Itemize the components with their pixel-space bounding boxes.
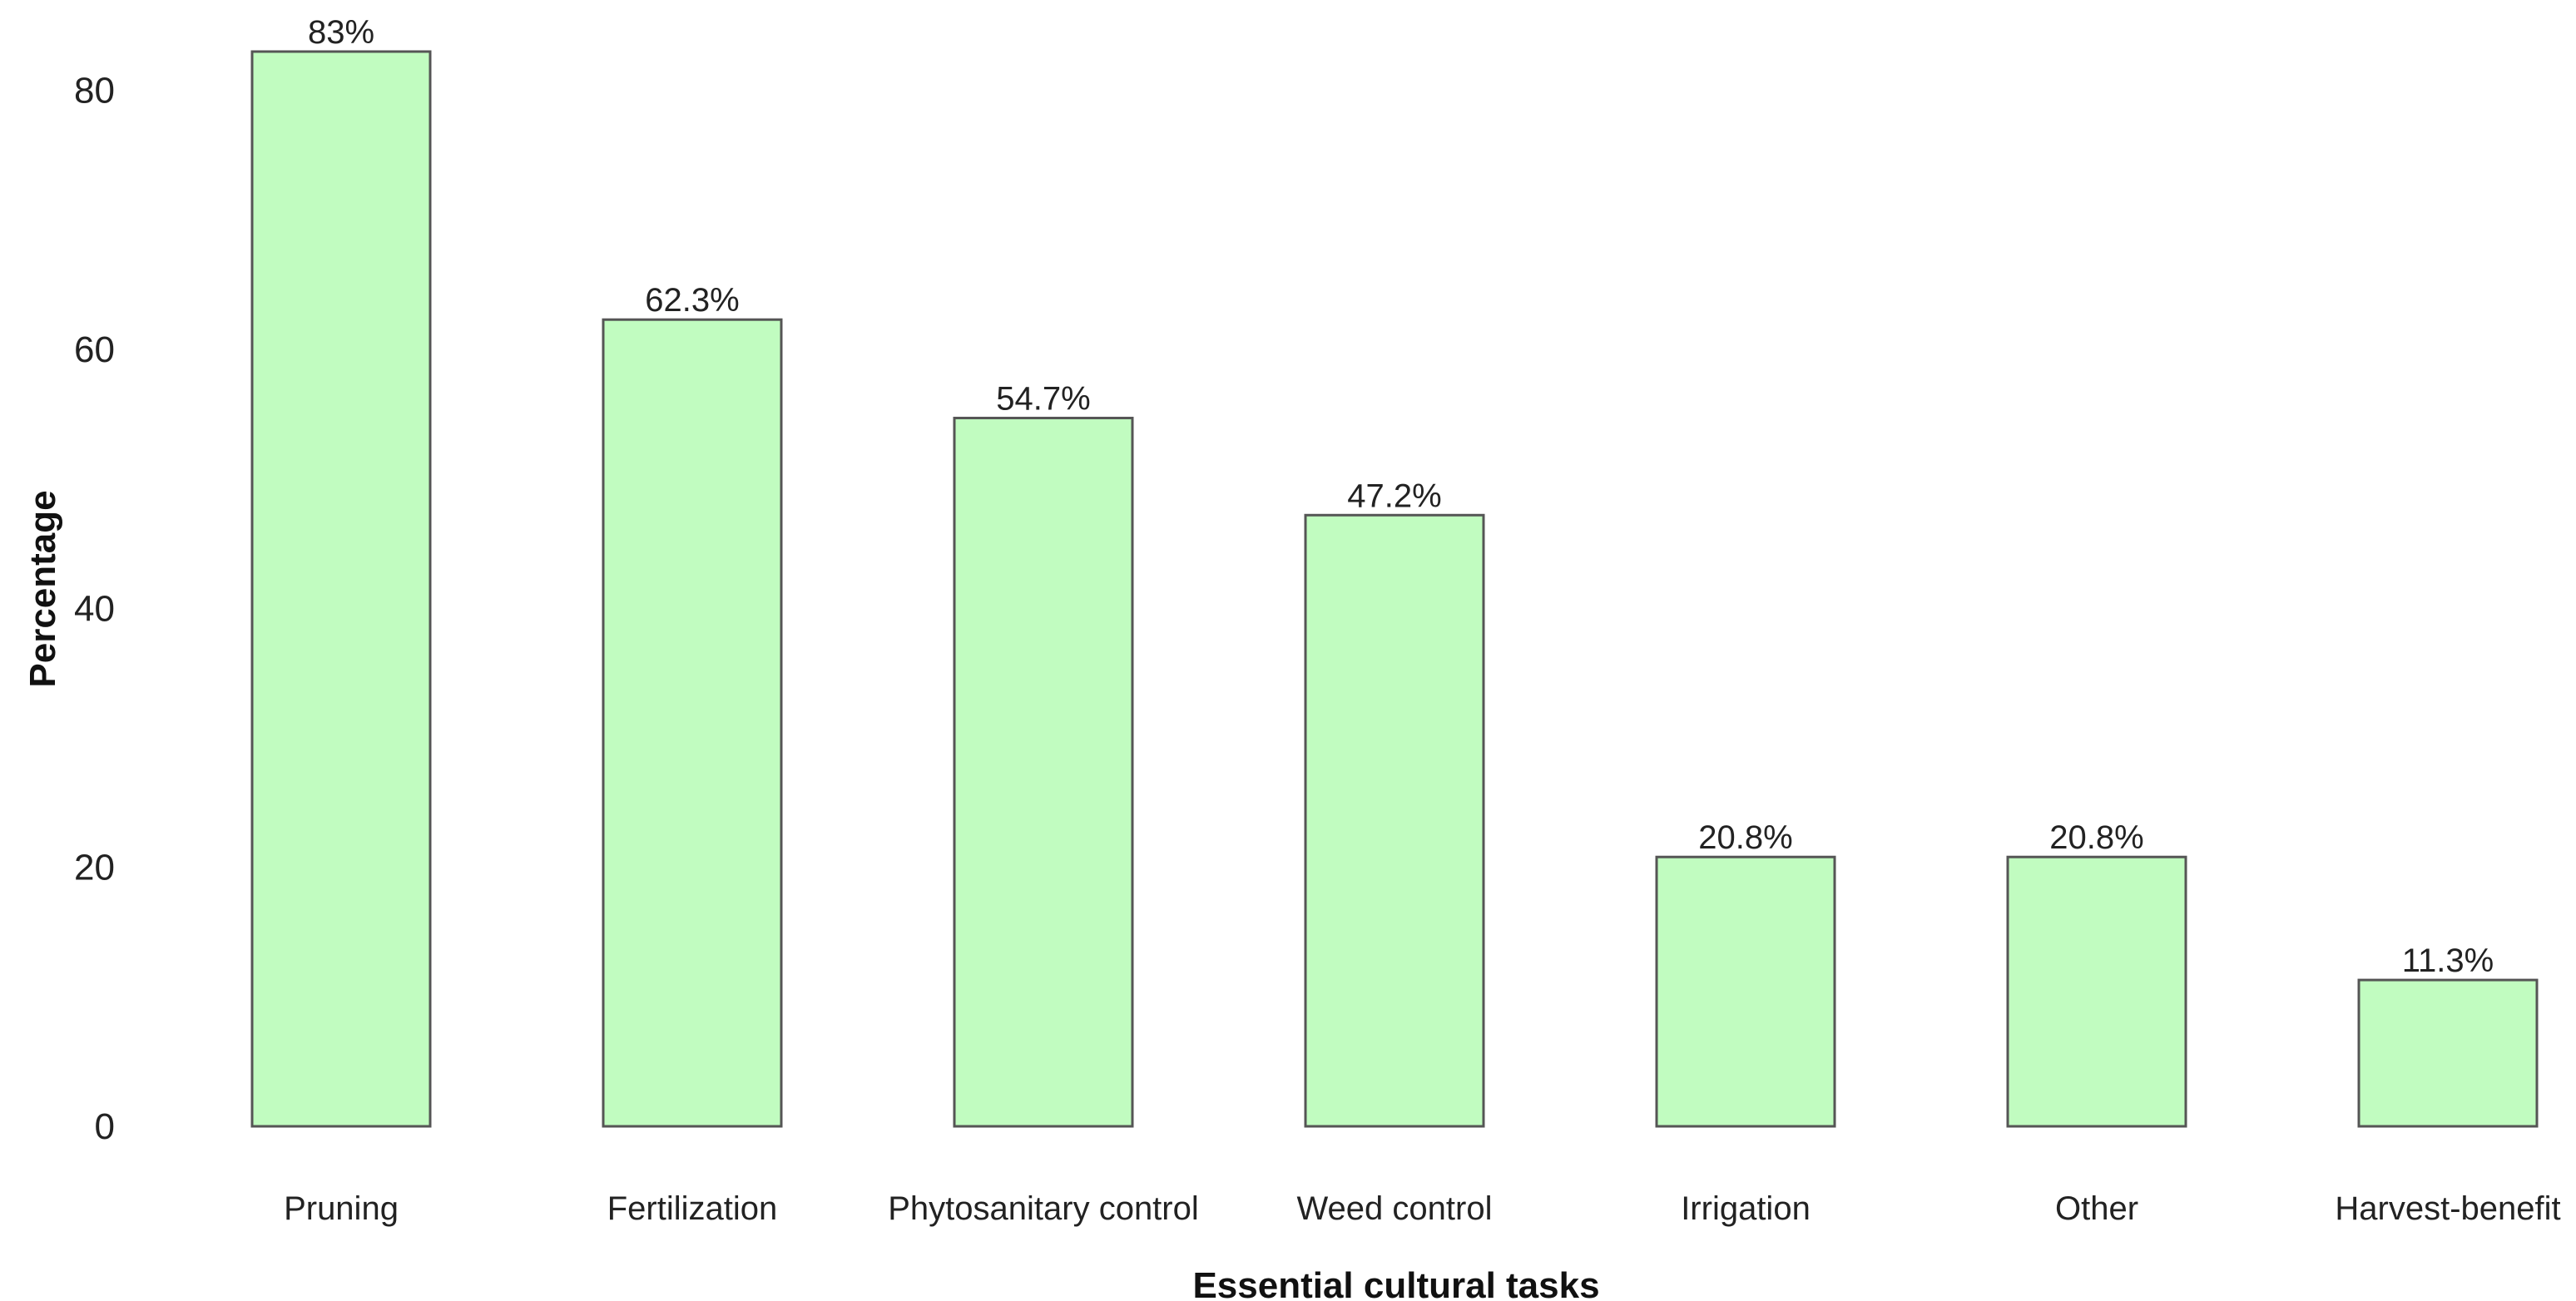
y-tick-label: 80 xyxy=(74,71,115,111)
y-tick-label: 20 xyxy=(74,848,115,888)
data-label: 62.3% xyxy=(645,282,739,319)
data-label: 11.3% xyxy=(2402,942,2494,979)
category-label: Phytosanitary control xyxy=(888,1190,1199,1227)
bar xyxy=(1655,855,1836,1128)
bar xyxy=(250,50,432,1128)
y-tick-label: 0 xyxy=(95,1106,115,1147)
data-label: 20.8% xyxy=(1698,819,1792,856)
category-labels-group: Pruning Fertilization Phytosanitary contro… xyxy=(284,1190,2561,1227)
category-label: Harvest-benefit xyxy=(2335,1190,2560,1227)
category-label: Weed control xyxy=(1297,1190,1493,1227)
y-axis-title: Percentage xyxy=(22,490,63,687)
bar xyxy=(1304,513,1485,1128)
bar xyxy=(953,417,1134,1128)
y-tick-label: 60 xyxy=(74,329,115,370)
category-label: Fertilization xyxy=(607,1190,778,1227)
y-axis: 0 20 40 60 80 xyxy=(74,71,115,1147)
bar xyxy=(2006,855,2187,1128)
bar xyxy=(602,318,783,1128)
data-label: 20.8% xyxy=(2049,819,2143,856)
y-tick-label: 40 xyxy=(74,588,115,629)
data-labels-group: 83% 62.3% 54.7% 47.2% 20.8% 20.8% 11.3% xyxy=(308,14,2494,979)
category-label: Pruning xyxy=(284,1190,399,1227)
data-label: 47.2% xyxy=(1347,477,1441,514)
data-label: 54.7% xyxy=(996,381,1090,418)
data-label: 83% xyxy=(308,14,374,51)
bars-group xyxy=(250,50,2539,1128)
category-label: Other xyxy=(2055,1190,2138,1227)
category-label: Irrigation xyxy=(1681,1190,1811,1227)
x-axis-title: Essential cultural tasks xyxy=(1192,1265,1599,1301)
bar xyxy=(2357,978,2539,1128)
